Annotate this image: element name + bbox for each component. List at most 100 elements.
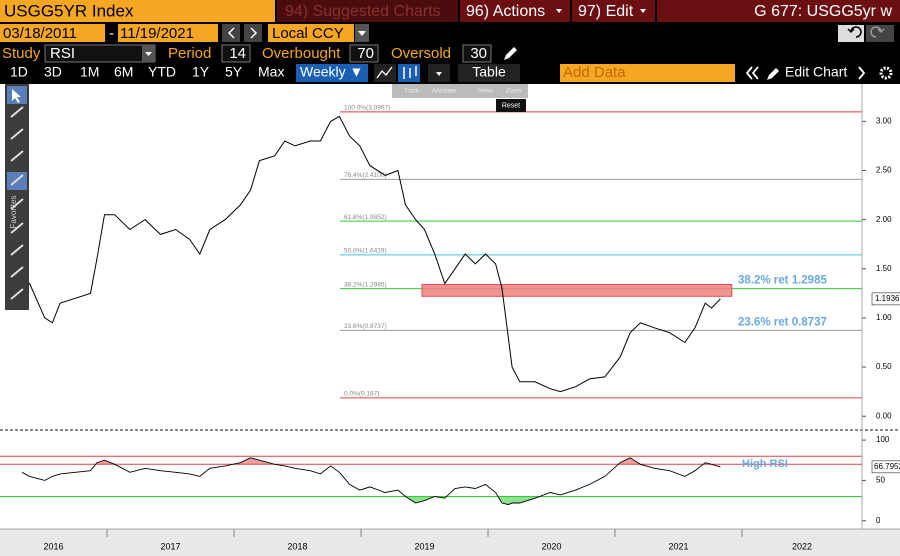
x-tick-label: 2019 (415, 541, 435, 551)
add-data-box[interactable] (560, 64, 735, 82)
range-button[interactable]: 3D (44, 64, 62, 80)
redo-button[interactable] (866, 25, 894, 42)
end-date-box[interactable] (118, 24, 218, 42)
frequency: Weekly ▼ (300, 64, 363, 80)
page-title: G 677: USGG5yr w (754, 3, 892, 20)
tool-icon (10, 198, 24, 210)
undo-button[interactable] (838, 25, 864, 42)
fib-label: 50.0%(1.6419) (344, 248, 387, 255)
tool-button[interactable]: Track (404, 89, 420, 95)
end-date: 11/19/2021 (120, 25, 194, 42)
reset-box[interactable] (496, 99, 526, 112)
actions: 96) Actions (466, 3, 545, 20)
tool-icon (10, 288, 24, 300)
redo-icon (870, 26, 885, 38)
rsi-line (21, 457, 721, 506)
tool-button[interactable]: Zoom (506, 89, 521, 95)
security-box[interactable] (0, 0, 275, 22)
last-price-box (871, 292, 900, 306)
study-label: Study (2, 45, 41, 62)
last-rsi-box (871, 460, 900, 474)
study-value: RSI (50, 45, 75, 62)
price-line (21, 115, 721, 393)
overbought-label: Overbought (262, 45, 341, 62)
y-tick-label: 2.00 (876, 215, 892, 224)
tool-button[interactable]: Annotate (432, 89, 457, 95)
edit-box[interactable] (572, 0, 655, 22)
date-separator: - (109, 25, 114, 42)
last-price: 1.1936 (875, 294, 900, 303)
table-box[interactable] (458, 64, 520, 82)
range-button[interactable]: YTD (148, 64, 176, 80)
fib-label: 61.8%(1.9852) (344, 214, 387, 221)
range-button[interactable]: 1M (80, 64, 99, 80)
actions-box[interactable] (460, 0, 570, 22)
fib-label: 100.0%(3.0967) (344, 105, 390, 112)
dropdown-arrow (358, 31, 366, 36)
pencil-icon[interactable] (504, 47, 517, 60)
prev-button[interactable] (222, 24, 240, 42)
dropdown-arrow (640, 9, 646, 13)
tool-icon (10, 266, 24, 278)
overbought-box[interactable] (349, 44, 379, 63)
rsi-y-tick-label: 100 (876, 435, 890, 444)
highlight-zone (421, 284, 733, 297)
tool-button[interactable]: News (478, 89, 493, 95)
range-button[interactable]: 5Y (225, 64, 243, 80)
dropdown-arrow (145, 52, 152, 56)
suggested-box[interactable] (277, 0, 458, 22)
x-tick-label: 2017 (161, 541, 181, 551)
frequency-box[interactable] (296, 64, 368, 82)
expand-icon[interactable] (858, 66, 866, 80)
oversold-box[interactable] (462, 44, 492, 63)
x-tick-label: 2016 (44, 541, 64, 551)
high-rsi-label: High RSI (742, 458, 788, 470)
range-button[interactable]: 1D (10, 64, 28, 80)
table: Table (472, 64, 506, 80)
overbought: 70 (357, 45, 374, 62)
tool-icon (10, 106, 24, 118)
tool-icon (10, 222, 24, 234)
line-icon (376, 66, 393, 79)
range-button[interactable]: 6M (114, 64, 133, 80)
start-date-box[interactable] (0, 24, 105, 42)
undo-icon (847, 26, 862, 38)
range-button[interactable]: Max (258, 64, 284, 80)
overbought-shade (95, 457, 712, 465)
dropdown-arrow (556, 9, 562, 13)
settings-icon[interactable] (879, 66, 893, 80)
currency: Local CCY (272, 25, 344, 42)
annotation: 38.2% ret 1.2985 (738, 275, 827, 287)
tool-icon (10, 244, 24, 256)
currency-box[interactable] (268, 24, 354, 42)
favorites: Favorites (9, 196, 18, 229)
rsi-y-tick-label: 0 (876, 516, 881, 525)
next-icon (250, 27, 258, 39)
title-box (657, 0, 900, 22)
fib-label: 76.4%(2.4100) (344, 172, 387, 179)
x-tick-label: 2018 (288, 541, 308, 551)
fib-label: 38.2%(1.2985) (344, 281, 387, 288)
y-tick-label: 0.50 (876, 362, 892, 371)
last-rsi: 66.7952 (874, 462, 900, 471)
collapse-icon[interactable] (745, 66, 759, 80)
tool-icon (10, 128, 24, 140)
range-button[interactable]: 1Y (192, 64, 210, 80)
period-box[interactable] (221, 44, 251, 63)
oversold-label: Oversold (391, 45, 451, 62)
start-date: 03/18/2011 (3, 25, 77, 42)
period-label: Period (168, 45, 211, 62)
x-axis-band (0, 529, 900, 556)
rsi-y-tick-label: 50 (876, 476, 885, 485)
suggested-charts: 94) Suggested Charts (285, 3, 441, 20)
next-button[interactable] (244, 24, 262, 42)
line-tool[interactable] (374, 64, 396, 82)
edit-chart[interactable]: Edit Chart (785, 64, 847, 80)
y-tick-label: 1.00 (876, 313, 892, 322)
security: USGG5YR Index (4, 1, 134, 20)
edit: 97) Edit (578, 3, 634, 20)
fib-label: 23.6%(0.8737) (344, 323, 387, 330)
chart-background (0, 84, 900, 556)
